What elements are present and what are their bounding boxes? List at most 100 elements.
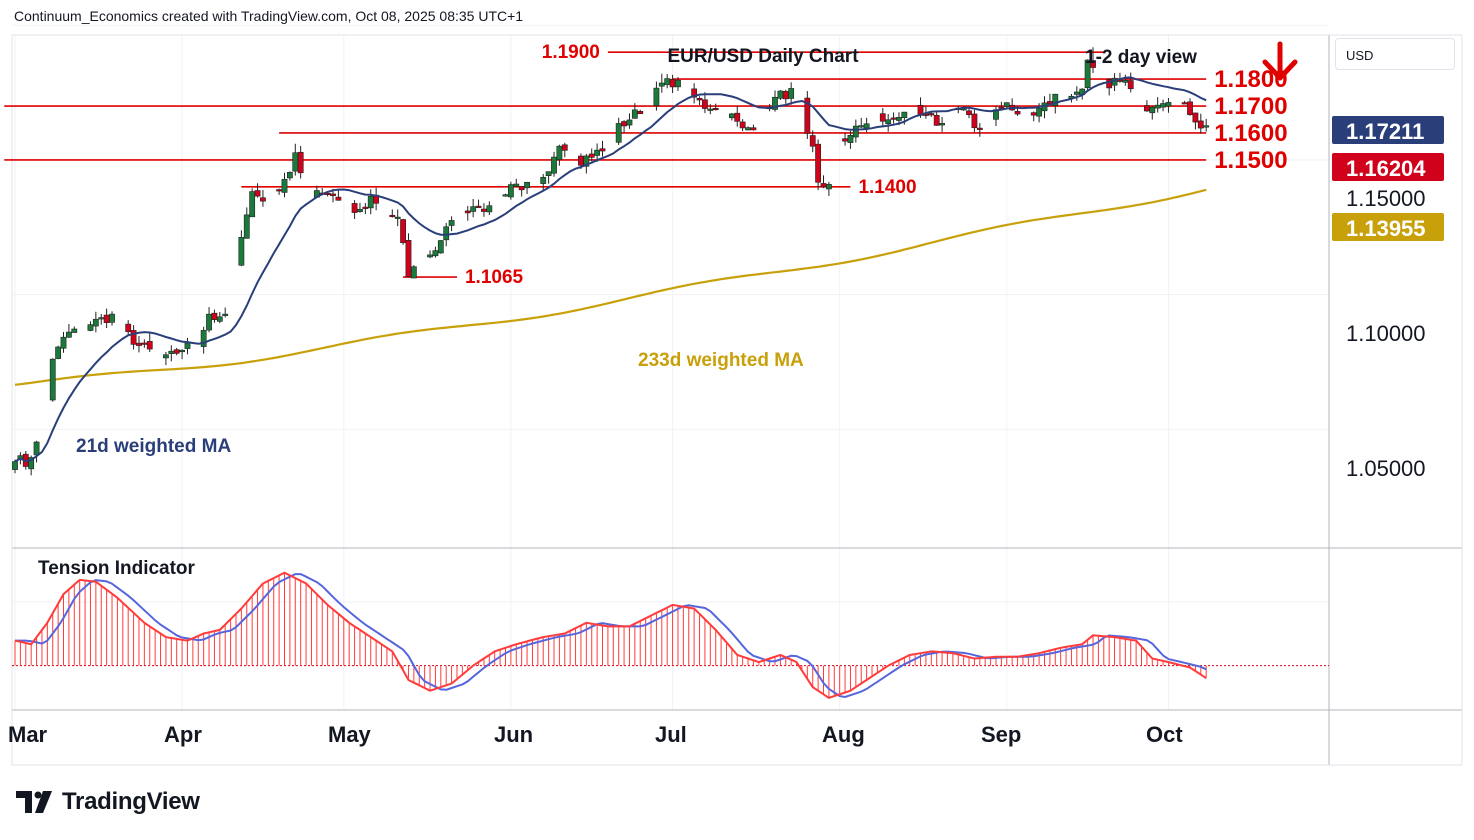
candle-body bbox=[675, 79, 681, 88]
candle-body bbox=[163, 354, 169, 359]
candle-body bbox=[1165, 102, 1172, 107]
candle-body bbox=[1192, 112, 1199, 123]
candle-body bbox=[933, 114, 940, 126]
x-label-aug: Aug bbox=[822, 722, 865, 747]
candle-body bbox=[146, 341, 153, 350]
candle-body bbox=[1149, 106, 1156, 114]
candle-body bbox=[1084, 59, 1091, 89]
candle-body bbox=[335, 196, 342, 201]
candle-body bbox=[745, 127, 751, 131]
candle-body bbox=[739, 121, 746, 129]
candle-body bbox=[707, 108, 714, 111]
candle-body bbox=[254, 190, 261, 197]
candle-body bbox=[825, 184, 832, 190]
candle-body bbox=[712, 107, 719, 111]
candle-body bbox=[1160, 103, 1166, 108]
candle-body bbox=[976, 127, 983, 130]
price-label-1-10: 1.10000 bbox=[1346, 321, 1426, 346]
candle-body bbox=[437, 240, 444, 254]
candle-body bbox=[901, 111, 908, 118]
text-layer: EUR/USD Daily Chart 1-2 day view Tension… bbox=[38, 46, 1197, 579]
candle-body bbox=[103, 314, 110, 323]
last-price-badge: 1.16204 bbox=[1332, 153, 1444, 181]
candle-body bbox=[330, 193, 336, 197]
candle-body bbox=[66, 331, 72, 338]
price-label-1-15: 1.15000 bbox=[1346, 186, 1426, 211]
candle-body bbox=[87, 324, 94, 331]
candle-body bbox=[890, 117, 897, 120]
candle-body bbox=[540, 176, 547, 184]
candle-body bbox=[222, 313, 229, 316]
candle-body bbox=[885, 119, 892, 125]
tension-line bbox=[14, 571, 1207, 700]
down-arrow-icon bbox=[1262, 41, 1298, 81]
candle-body bbox=[750, 127, 757, 131]
candle-body bbox=[486, 205, 493, 213]
candle-body bbox=[1203, 125, 1210, 128]
candle-body bbox=[777, 90, 784, 99]
candle-body bbox=[281, 178, 288, 193]
candle-body bbox=[71, 328, 78, 333]
candle-body bbox=[637, 111, 644, 115]
candle-body bbox=[702, 99, 708, 109]
candle-body bbox=[621, 121, 627, 127]
candle-body bbox=[211, 312, 218, 320]
view-label: 1-2 day view bbox=[1085, 47, 1197, 68]
candle-body bbox=[524, 181, 530, 189]
candle-body bbox=[470, 206, 477, 212]
candle-body bbox=[427, 254, 433, 258]
candle-body bbox=[588, 153, 595, 158]
tradingview-brand: TradingView bbox=[62, 788, 200, 815]
candle-body bbox=[136, 342, 142, 346]
x-label-jun: Jun bbox=[494, 722, 534, 747]
level-label-5: 1.1400 bbox=[858, 177, 916, 198]
candle-body bbox=[594, 149, 601, 156]
candle-body bbox=[691, 88, 698, 98]
candle-body bbox=[1003, 102, 1010, 107]
candle-body bbox=[896, 117, 902, 121]
candle-body bbox=[939, 123, 945, 126]
chart-title: EUR/USD Daily Chart bbox=[667, 46, 859, 67]
candle-body bbox=[815, 143, 822, 183]
candle-body bbox=[362, 206, 369, 209]
candle-body bbox=[475, 205, 482, 208]
x-label-apr: Apr bbox=[164, 722, 202, 747]
candle-body bbox=[12, 461, 18, 470]
candle-body bbox=[1187, 101, 1193, 116]
level-label-2: 1.1700 bbox=[1214, 93, 1287, 120]
candles-layer bbox=[12, 47, 1210, 476]
candle-body bbox=[200, 330, 207, 347]
candle-body bbox=[561, 144, 568, 151]
candle-body bbox=[109, 313, 115, 323]
tradingview-logo[interactable]: TradingView bbox=[16, 788, 200, 816]
candle-body bbox=[820, 183, 827, 188]
candle-body bbox=[481, 208, 487, 212]
candle-body bbox=[653, 87, 660, 106]
candle-body bbox=[879, 113, 886, 122]
candle-body bbox=[184, 342, 191, 349]
candle-body bbox=[1090, 60, 1096, 68]
candle-body bbox=[357, 209, 363, 213]
candle-body bbox=[55, 346, 62, 359]
currency-button[interactable]: USD bbox=[1335, 38, 1455, 70]
candle-body bbox=[502, 194, 509, 197]
candle-body bbox=[696, 98, 703, 101]
candle-body bbox=[858, 125, 865, 128]
candle-body bbox=[583, 155, 590, 167]
tradingview-logo-icon bbox=[16, 791, 52, 813]
candle-body bbox=[351, 203, 358, 213]
ma21-price-badge: 1.17211 bbox=[1332, 116, 1444, 144]
candle-body bbox=[249, 191, 256, 218]
candle-body bbox=[1073, 91, 1080, 95]
x-label-oct: Oct bbox=[1146, 722, 1183, 747]
x-label-jul: Jul bbox=[655, 722, 687, 747]
candle-body bbox=[168, 350, 175, 354]
candle-body bbox=[130, 330, 137, 345]
candle-body bbox=[734, 112, 741, 122]
candle-body bbox=[863, 123, 870, 129]
candle-body bbox=[432, 250, 439, 257]
candle-body bbox=[238, 237, 245, 266]
ma233-line bbox=[14, 188, 1207, 386]
candle-body bbox=[788, 88, 795, 99]
